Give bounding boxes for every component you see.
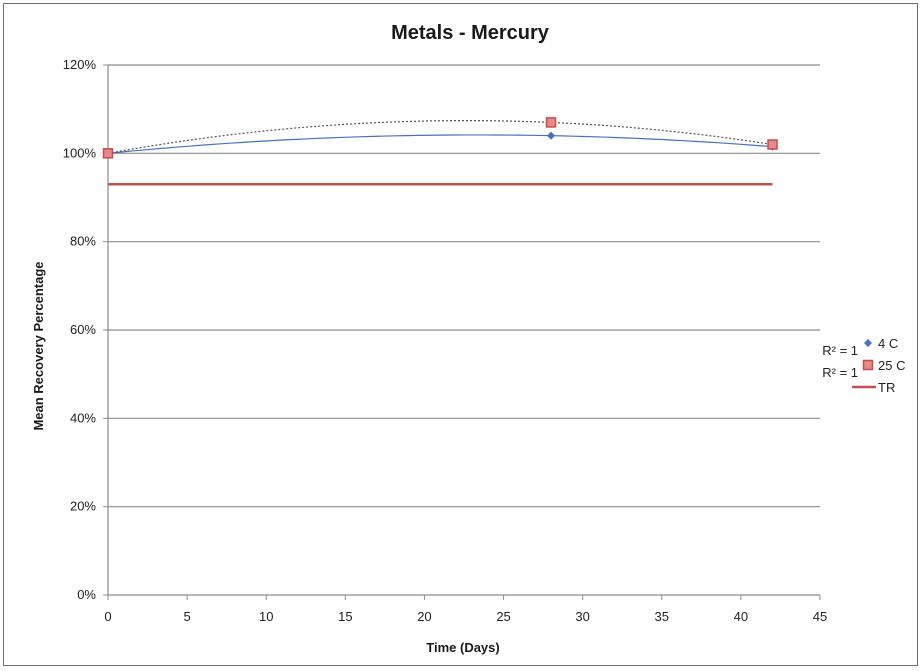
axes [103,64,821,600]
tick-labels: 0% 20% 40% 60% 80% 100% 120% 0 5 10 15 20 25 30 35 40 45 [63,57,827,624]
y-tick-label: 100% [63,145,97,160]
legend-marker-25c [862,359,874,371]
data-point-25c [545,117,557,128]
x-tick-label: 35 [655,609,669,624]
legend-marker-4c [864,339,872,347]
x-tick-label: 30 [575,609,589,624]
x-tick-label: 10 [259,609,273,624]
data-point-25c [767,139,778,150]
r2-label: R² = 1 [822,343,858,358]
trendline-4-c [107,134,773,154]
gridlines [108,64,820,508]
data-point-25c [102,148,114,159]
x-tick-label: 40 [734,609,748,624]
x-tick-label: 25 [496,609,510,624]
r2-label: R² = 1 [822,365,858,380]
y-tick-label: 120% [63,57,97,72]
x-tick-label: 0 [104,609,111,624]
legend: 4 C R² = 1 25 C R² = 1 TR [822,336,905,395]
x-axis-title: Time (Days) [426,640,499,655]
y-tick-label: 20% [70,499,96,514]
x-tick-label: 15 [338,609,352,624]
x-tick-label: 45 [813,609,827,624]
legend-label: 25 C [878,358,905,373]
x-tick-label: 20 [417,609,431,624]
legend-label: 4 C [878,336,898,351]
y-tick-label: 60% [70,322,96,337]
chart-title: Metals - Mercury [391,22,550,44]
y-tick-label: 80% [70,234,96,249]
y-tick-label: 0% [77,587,96,602]
y-axis-title: Mean Recovery Percentage [31,261,46,430]
trendlines [107,119,773,154]
y-tick-label: 40% [70,410,96,425]
chart-frame [3,3,918,666]
legend-label: TR [878,380,895,395]
x-tick-label: 5 [183,609,190,624]
data-marks [102,117,778,186]
data-point-4c [547,131,556,140]
trendline-25-c [107,119,773,154]
